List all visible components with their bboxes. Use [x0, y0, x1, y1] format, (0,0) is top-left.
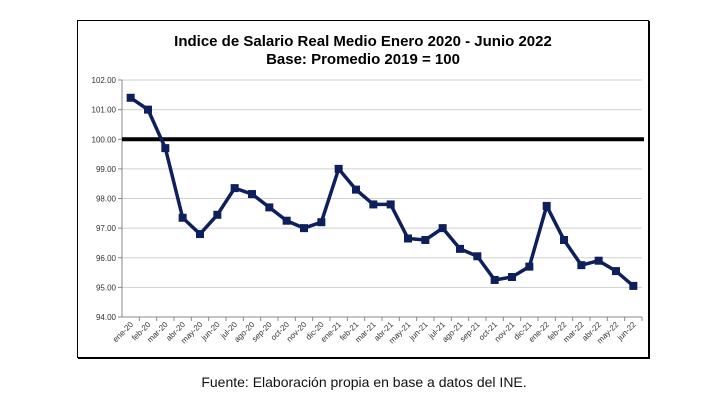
x-tick-label: jun-20: [199, 320, 222, 343]
y-tick-label: 98.00: [96, 195, 117, 204]
y-tick-label: 94.00: [96, 313, 117, 322]
data-point: [473, 252, 482, 261]
x-tick-label: sep-20: [250, 320, 274, 344]
data-point: [438, 224, 447, 233]
x-tick-label: ene-22: [527, 320, 551, 344]
y-tick-label: 102.00: [92, 76, 117, 85]
data-point: [317, 218, 326, 227]
data-point: [577, 261, 586, 270]
data-point: [525, 262, 534, 271]
y-tick-label: 96.00: [96, 254, 117, 263]
data-point: [508, 273, 516, 282]
data-point: [230, 184, 239, 193]
data-point: [282, 216, 291, 225]
chart-title: Indice de Salario Real Medio Enero 2020 …: [174, 33, 552, 50]
x-tick-label: jun-22: [615, 320, 638, 343]
x-tick-label: ene-21: [319, 320, 343, 344]
data-point: [369, 200, 378, 209]
data-point: [421, 235, 430, 244]
data-point: [352, 185, 360, 194]
data-point: [404, 234, 412, 243]
data-point: [196, 230, 204, 239]
data-point: [560, 235, 568, 244]
line-chart: Indice de Salario Real Medio Enero 2020 …: [92, 33, 644, 345]
data-point: [456, 244, 464, 253]
y-tick-label: 95.00: [96, 283, 117, 292]
data-point: [542, 201, 551, 210]
y-tick-label: 100.00: [92, 135, 117, 144]
data-point: [213, 210, 222, 219]
data-point: [300, 224, 308, 233]
chart-subtitle: Base: Promedio 2019 = 100: [266, 51, 460, 68]
data-point: [248, 190, 256, 199]
y-tick-label: 97.00: [96, 224, 117, 233]
data-point: [612, 267, 620, 276]
y-tick-label: 99.00: [96, 165, 117, 174]
data-point: [161, 144, 170, 153]
x-tick-label: ene-20: [111, 320, 135, 344]
chart-frame: Indice de Salario Real Medio Enero 2020 …: [77, 20, 649, 358]
data-point: [178, 213, 187, 222]
x-tick-label: nov-20: [285, 320, 309, 344]
footnote: Fuente: Elaboración propia en base a dat…: [201, 374, 527, 390]
data-point: [265, 203, 274, 212]
data-point: [594, 256, 603, 265]
data-point: [144, 105, 152, 114]
data-point: [386, 200, 395, 209]
x-tick-label: nov-21: [493, 320, 517, 344]
x-tick-label: jun-21: [407, 320, 430, 343]
data-point: [334, 164, 343, 173]
y-tick-label: 101.00: [92, 106, 117, 115]
data-point: [490, 275, 499, 284]
data-point: [126, 93, 135, 102]
x-tick-label: sep-21: [458, 320, 482, 344]
data-point: [629, 281, 638, 290]
